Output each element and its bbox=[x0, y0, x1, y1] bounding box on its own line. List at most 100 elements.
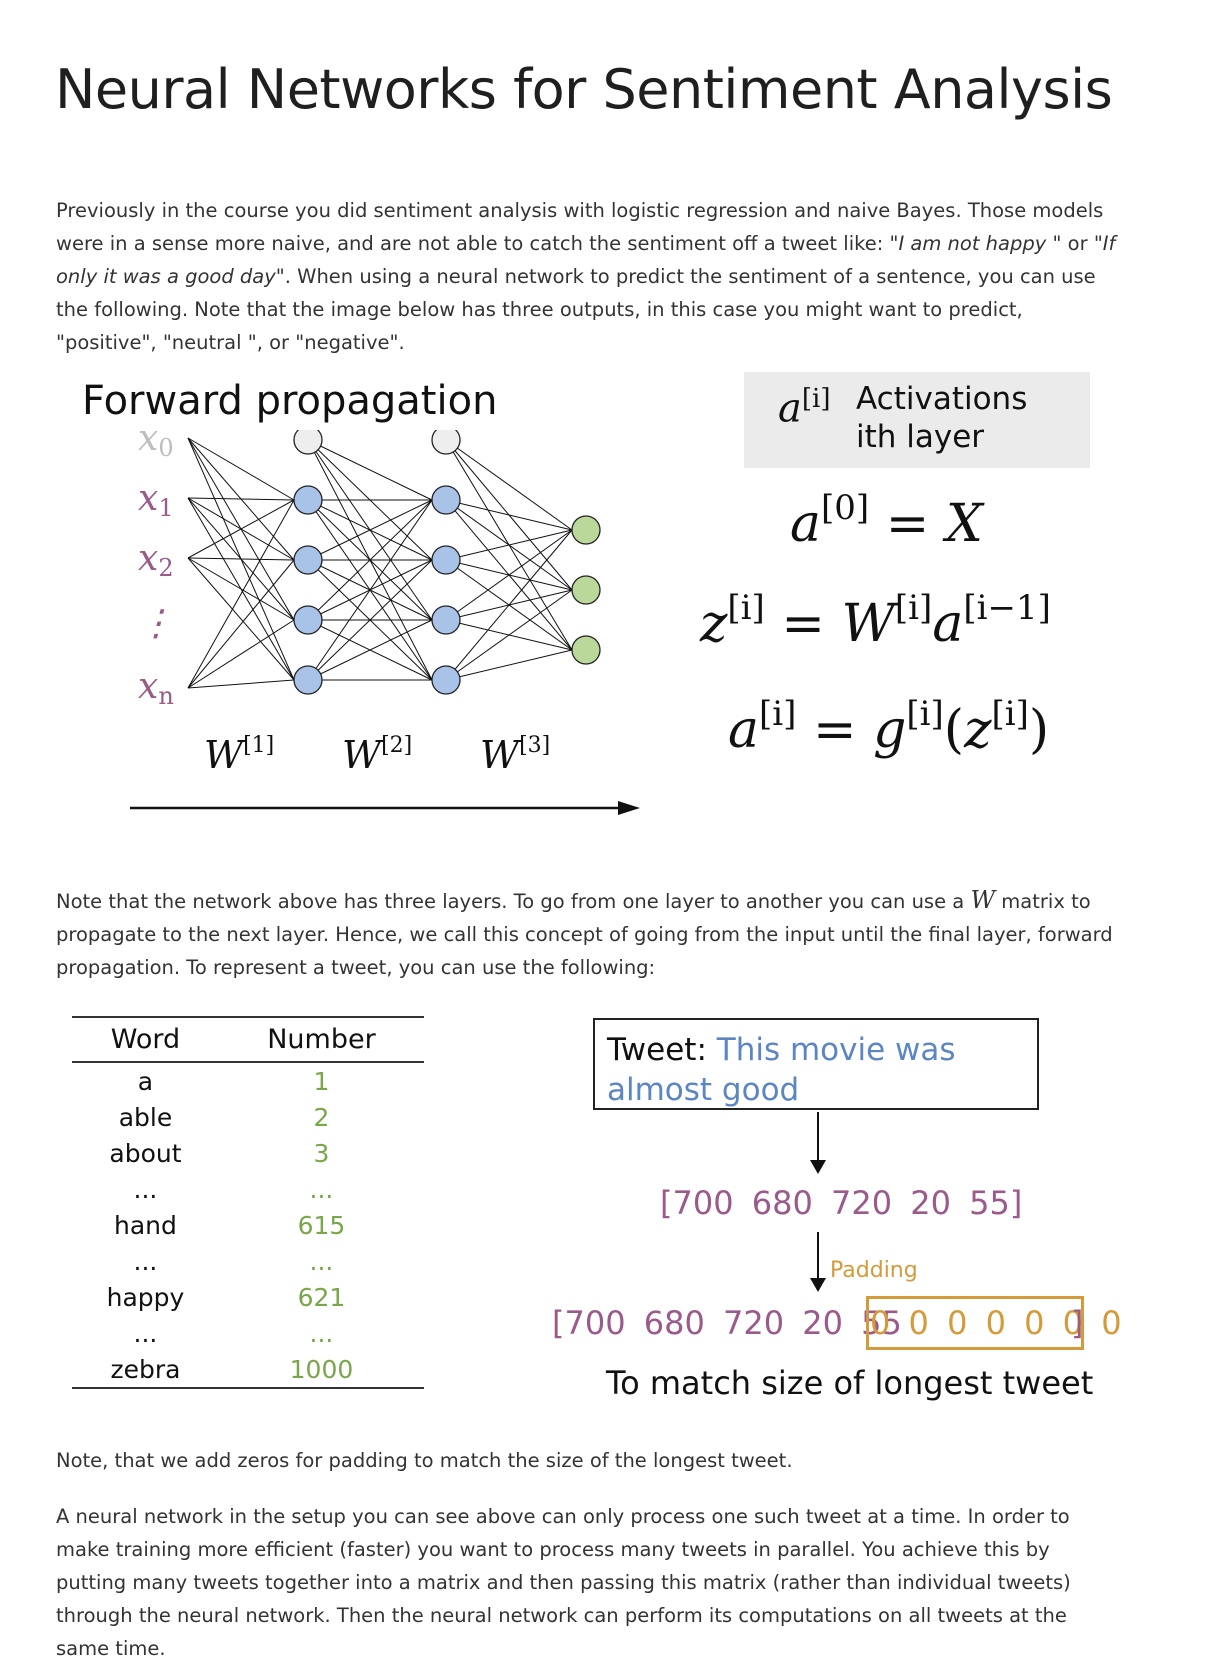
output-node bbox=[571, 575, 601, 605]
propagation-arrow-head bbox=[618, 801, 640, 815]
number-cell: 3 bbox=[313, 1138, 330, 1168]
closing-paragraph: A neural network in the setup you can se… bbox=[56, 1505, 1071, 1660]
padding-note: Note, that we add zeros for padding to m… bbox=[56, 1449, 793, 1472]
output-node bbox=[571, 515, 601, 545]
table-row: about 3 bbox=[72, 1135, 424, 1171]
word-cell: able bbox=[118, 1102, 173, 1132]
network-edge bbox=[187, 679, 295, 689]
network-edge bbox=[445, 529, 573, 561]
table-row: zebra 1000 bbox=[72, 1351, 424, 1389]
network-edge bbox=[187, 499, 295, 559]
neural-network-diagram: x0 x1 x2 ⋮ xn W[1] W[2] W[3] bbox=[130, 430, 640, 815]
table-row: ...... bbox=[72, 1243, 424, 1279]
number-cell: 2 bbox=[313, 1102, 330, 1132]
middle-text-b: matrix to propagate to the next layer. H… bbox=[56, 890, 1113, 979]
input-label: ⋮ bbox=[138, 603, 174, 644]
network-edge bbox=[307, 619, 433, 681]
network-edge bbox=[187, 619, 295, 689]
hidden-node bbox=[431, 665, 461, 695]
network-labels: x0 x1 x2 ⋮ xn W[1] W[2] W[3] bbox=[138, 430, 550, 777]
bias-node bbox=[293, 430, 323, 455]
middle-text-a: Note that the network above has three la… bbox=[56, 890, 971, 913]
weight-label: W[1] bbox=[204, 733, 274, 777]
activation-legend-text: Activations ith layer bbox=[856, 381, 1028, 455]
weight-label: W[3] bbox=[480, 733, 550, 777]
network-edge bbox=[187, 437, 295, 501]
input-label: x0 bbox=[138, 430, 174, 462]
network-edge bbox=[187, 557, 295, 681]
hidden-node bbox=[293, 485, 323, 515]
activations-legend-box bbox=[744, 372, 1090, 468]
number-cell: 1 bbox=[313, 1066, 330, 1096]
hidden-node bbox=[293, 605, 323, 635]
padding-label: Padding bbox=[830, 1258, 918, 1283]
activation-symbol: a[i] bbox=[778, 384, 831, 432]
padded-vector-close-bracket: ] bbox=[1071, 1304, 1084, 1342]
intro-text-or: or bbox=[1061, 232, 1094, 255]
header-number: Number bbox=[218, 1016, 424, 1063]
intro-text-b: . When using a neural network to predict… bbox=[56, 265, 1096, 354]
hidden-node bbox=[293, 545, 323, 575]
hidden-node bbox=[431, 485, 461, 515]
network-edge bbox=[307, 499, 433, 561]
network-edge bbox=[187, 499, 295, 689]
network-edge bbox=[307, 499, 433, 681]
number-cell: ... bbox=[309, 1318, 334, 1348]
network-edge bbox=[307, 499, 433, 621]
padding-caption: To match size of longest tweet bbox=[606, 1364, 1094, 1402]
network-edge bbox=[187, 557, 295, 561]
word-cell: ... bbox=[133, 1246, 158, 1276]
network-edge bbox=[445, 499, 573, 531]
output-node bbox=[571, 635, 601, 665]
number-cell: ... bbox=[309, 1246, 334, 1276]
page-title: Neural Networks for Sentiment Analysis bbox=[55, 58, 1113, 121]
word-cell: ... bbox=[133, 1318, 158, 1348]
intro-text-a: Previously in the course you did sentime… bbox=[56, 199, 1104, 255]
network-edge bbox=[307, 559, 433, 681]
hidden-node bbox=[431, 605, 461, 635]
equation-activation-step: a[i] = g[i](z[i]) bbox=[728, 694, 1050, 760]
vocabulary-table-body: a 1 able 2 about 3...... hand 615...... happy 621… bbox=[72, 1062, 424, 1389]
weight-label: W[2] bbox=[342, 733, 412, 777]
table-row: happy 621 bbox=[72, 1279, 424, 1315]
bias-node bbox=[431, 430, 461, 455]
network-edge bbox=[445, 589, 573, 681]
down-arrow-icon bbox=[810, 1232, 826, 1292]
table-header-row: Word Number bbox=[72, 1016, 424, 1063]
hidden-node bbox=[431, 545, 461, 575]
w-matrix-symbol: W bbox=[970, 886, 996, 914]
network-edge bbox=[187, 559, 295, 689]
word-cell: hand bbox=[114, 1210, 177, 1240]
number-cell: 615 bbox=[297, 1210, 346, 1240]
table-row: ...... bbox=[72, 1315, 424, 1351]
intro-quote-2: "If only it was a good day" bbox=[56, 232, 1116, 288]
padding-zeros: 0 0 0 0 0 0 0 bbox=[870, 1304, 1126, 1342]
table-row: hand 615 bbox=[72, 1207, 424, 1243]
input-label: xn bbox=[138, 666, 174, 710]
network-edge bbox=[445, 529, 573, 621]
number-cell: 1000 bbox=[218, 1351, 424, 1389]
equation-input-activation: a[0] = X bbox=[790, 488, 983, 554]
vocabulary-table: Word Number a 1 able 2 about 3...... hand 615..… bbox=[72, 1016, 424, 1389]
network-nodes bbox=[293, 430, 601, 695]
intro-paragraph: Previously in the course you did sentime… bbox=[56, 194, 1116, 359]
tweet-label: Tweet: bbox=[607, 1032, 707, 1068]
padding-highlight-box bbox=[866, 1296, 1084, 1350]
middle-paragraph: Note that the network above has three la… bbox=[56, 884, 1116, 984]
equation-linear-step: z[i] = W[i]a[i−1] bbox=[700, 588, 1051, 654]
network-edge bbox=[445, 529, 573, 681]
tweet-vector: [700 680 720 20 55] bbox=[660, 1184, 1023, 1222]
diagram-title: Forward propagation bbox=[82, 378, 498, 424]
network-edge bbox=[187, 557, 295, 621]
hidden-node bbox=[293, 665, 323, 695]
word-cell: a bbox=[137, 1066, 154, 1096]
word-cell: ... bbox=[133, 1174, 158, 1204]
network-edge bbox=[307, 439, 433, 501]
number-cell: 621 bbox=[297, 1282, 346, 1312]
down-arrow-icon bbox=[810, 1112, 826, 1174]
tweet-box: Tweet: This movie was almost good bbox=[593, 1018, 1039, 1110]
padded-vector: [700 680 720 20 55 bbox=[552, 1304, 902, 1342]
network-edge bbox=[445, 439, 573, 531]
number-cell: ... bbox=[309, 1174, 334, 1204]
